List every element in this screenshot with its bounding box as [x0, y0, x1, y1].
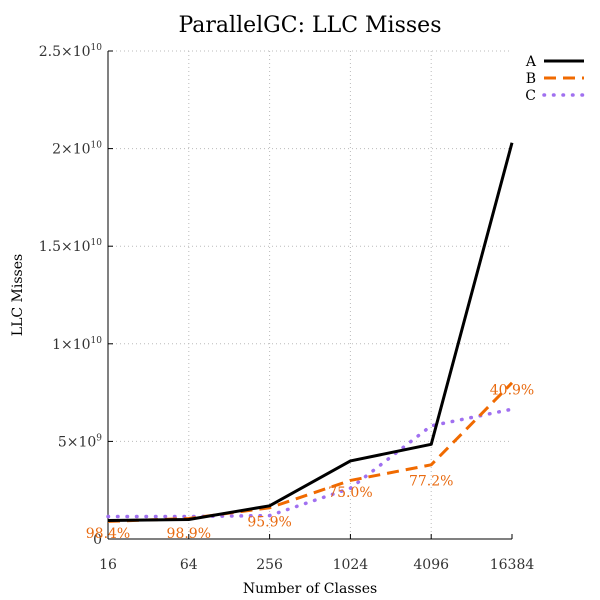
series-layer — [106, 142, 514, 523]
y-tick-label: 5×109 — [58, 433, 102, 450]
grid-layer — [108, 50, 512, 539]
y-tick-label: 2×1010 — [52, 141, 102, 158]
x-tick-label: 4096 — [413, 557, 449, 573]
y-tick-label: 2.5×1010 — [39, 43, 103, 60]
y-axis-label: LLC Misses — [10, 254, 26, 336]
series-line-c — [106, 407, 514, 519]
legend-label: C — [525, 88, 536, 104]
data-label: 40.9% — [490, 383, 534, 399]
x-tick-label: 64 — [180, 557, 198, 573]
x-tick-label: 256 — [256, 557, 283, 573]
data-label: 98.4% — [86, 526, 130, 542]
data-label: 77.2% — [409, 473, 453, 489]
y-tick-label: 1.5×1010 — [39, 238, 103, 255]
x-tick-label: 1024 — [333, 557, 369, 573]
y-tick-label: 0 — [93, 532, 102, 548]
y-tick-label: 1×1010 — [52, 336, 102, 353]
legend-label: A — [525, 54, 537, 70]
data-label: 75.0% — [328, 485, 372, 501]
x-axis-label: Number of Classes — [243, 581, 377, 597]
x-tick-label: 16 — [99, 557, 117, 573]
series-line-b — [107, 381, 514, 523]
legend: ABC — [525, 54, 586, 104]
annotation-layer: 98.4% 98.9% 95.9% 75.0% 77.2% 40.9% — [86, 383, 534, 542]
legend-label: B — [526, 71, 536, 87]
axis-layer: 16 64 256 1024 4096 16384 0 5×109 1×1010 1.5×1010… — [39, 43, 535, 573]
data-label: 98.9% — [167, 526, 211, 542]
series-line-a — [107, 142, 514, 522]
x-tick-label: 16384 — [490, 557, 535, 573]
data-label: 95.9% — [247, 514, 291, 530]
chart-title: ParallelGC: LLC Misses — [178, 13, 441, 38]
